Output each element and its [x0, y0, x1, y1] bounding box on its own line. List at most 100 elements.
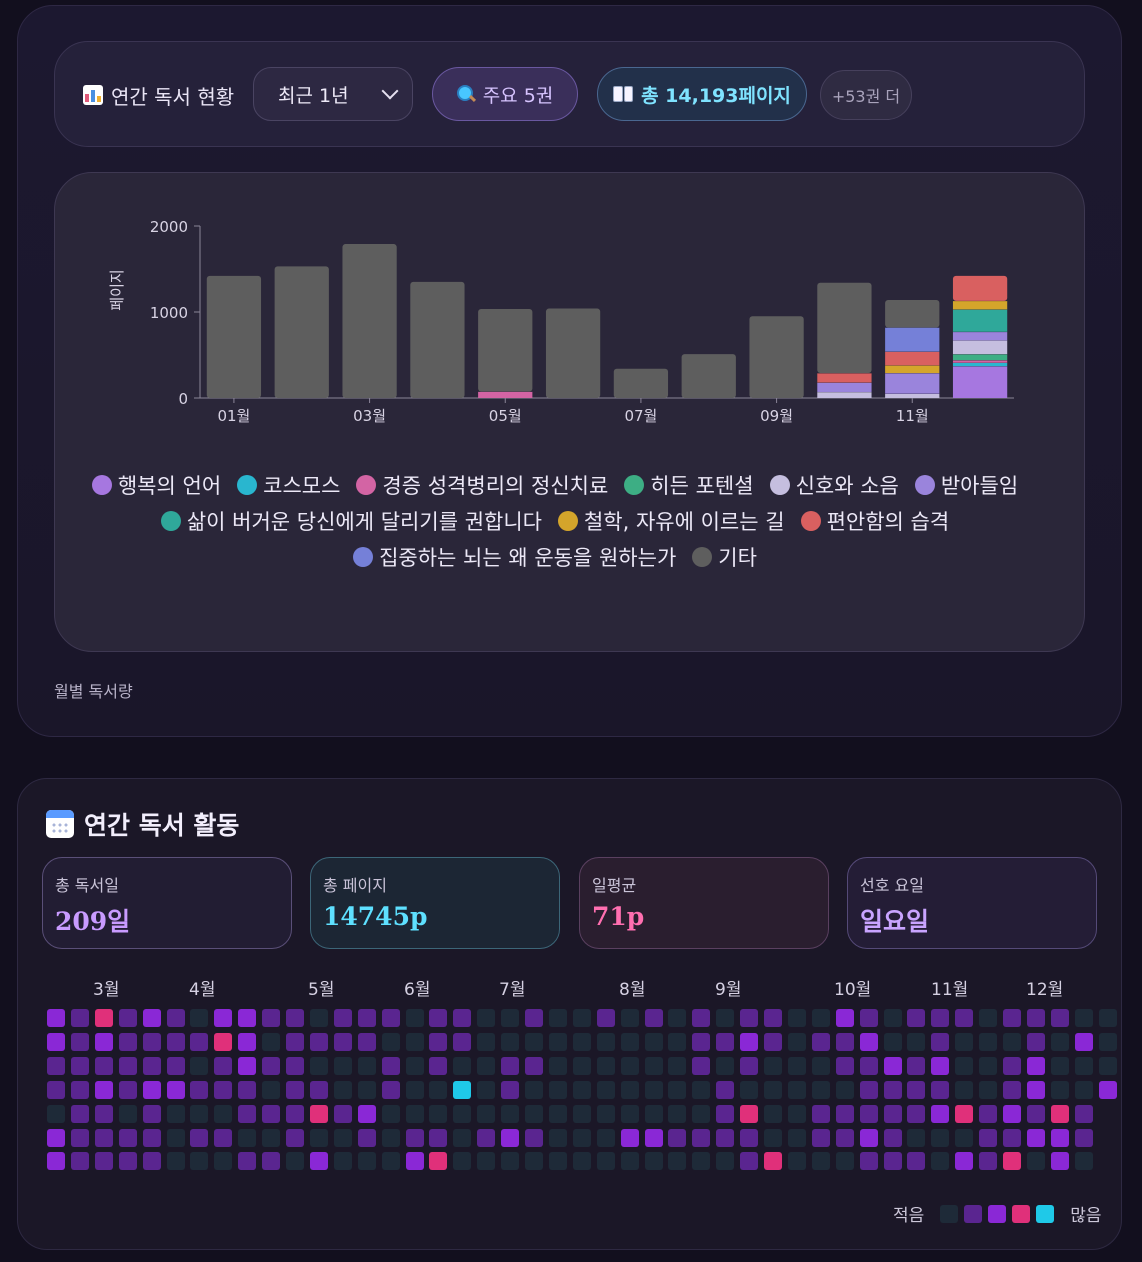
heatmap-cell[interactable]: [190, 1056, 209, 1075]
legend-item[interactable]: 받아들임: [914, 472, 1018, 498]
legend-item[interactable]: 집중하는 뇌는 왜 운동을 원하는가: [353, 544, 676, 570]
bar-segment[interactable]: [952, 309, 1008, 332]
heatmap-cell[interactable]: [1050, 1056, 1069, 1075]
legend-item[interactable]: 철학, 자유에 이르는 길: [557, 508, 785, 534]
heatmap-cell[interactable]: [1003, 1009, 1021, 1027]
heatmap-cell[interactable]: [907, 1032, 926, 1051]
heatmap-cell[interactable]: [286, 1128, 304, 1147]
heatmap-cell[interactable]: [1026, 1080, 1045, 1099]
heatmap-cell[interactable]: [1050, 1128, 1069, 1147]
bar-segment[interactable]: [478, 308, 533, 392]
heatmap-cell[interactable]: [477, 1104, 496, 1123]
heatmap-cell[interactable]: [1050, 1032, 1069, 1051]
heatmap-cell[interactable]: [214, 1080, 233, 1099]
heatmap-cell[interactable]: [907, 1128, 926, 1147]
heatmap-cell[interactable]: [94, 1152, 113, 1171]
heatmap-cell[interactable]: [811, 1032, 830, 1051]
heatmap-cell[interactable]: [740, 1128, 759, 1147]
heatmap-cell[interactable]: [931, 1128, 950, 1147]
heatmap-cell[interactable]: [548, 1056, 567, 1075]
heatmap-cell[interactable]: [883, 1080, 902, 1099]
heatmap-cell[interactable]: [501, 1104, 520, 1123]
heatmap-cell[interactable]: [596, 1128, 615, 1147]
heatmap-cell[interactable]: [644, 1032, 663, 1051]
heatmap-cell[interactable]: [262, 1032, 281, 1051]
heatmap-cell[interactable]: [835, 1009, 854, 1027]
heatmap-cell[interactable]: [1050, 1152, 1069, 1171]
heatmap-cell[interactable]: [70, 1128, 89, 1147]
heatmap-cell[interactable]: [668, 1056, 687, 1075]
heatmap-cell[interactable]: [453, 1009, 472, 1027]
heatmap-cell[interactable]: [118, 1009, 137, 1027]
heatmap-cell[interactable]: [166, 1152, 185, 1171]
heatmap-cell[interactable]: [1098, 1080, 1117, 1099]
heatmap-cell[interactable]: [764, 1128, 782, 1147]
heatmap-cell[interactable]: [309, 1009, 328, 1027]
heatmap-cell[interactable]: [835, 1104, 854, 1123]
heatmap-cell[interactable]: [1074, 1104, 1093, 1123]
heatmap-cell[interactable]: [70, 1152, 89, 1171]
heatmap-cell[interactable]: [692, 1032, 711, 1051]
heatmap-cell[interactable]: [501, 1009, 520, 1027]
heatmap-cell[interactable]: [859, 1128, 878, 1147]
bar-segment[interactable]: [817, 391, 872, 398]
heatmap-cell[interactable]: [94, 1032, 113, 1051]
bar-segment[interactable]: [952, 360, 1008, 363]
heatmap-cell[interactable]: [596, 1009, 615, 1027]
heatmap-cell[interactable]: [1098, 1009, 1117, 1027]
heatmap-cell[interactable]: [1026, 1152, 1045, 1171]
heatmap-cell[interactable]: [238, 1104, 257, 1123]
heatmap-cell[interactable]: [501, 1056, 520, 1075]
heatmap-cell[interactable]: [979, 1032, 998, 1051]
heatmap-cell[interactable]: [47, 1056, 65, 1075]
heatmap-cell[interactable]: [787, 1032, 806, 1051]
heatmap-cell[interactable]: [357, 1032, 376, 1051]
heatmap-cell[interactable]: [70, 1032, 89, 1051]
heatmap-cell[interactable]: [835, 1080, 854, 1099]
heatmap-cell[interactable]: [262, 1152, 281, 1171]
heatmap-cell[interactable]: [309, 1152, 328, 1171]
heatmap-cell[interactable]: [429, 1080, 448, 1099]
heatmap-cell[interactable]: [357, 1080, 376, 1099]
heatmap-cell[interactable]: [214, 1056, 233, 1075]
heatmap-cell[interactable]: [548, 1152, 567, 1171]
heatmap-cell[interactable]: [477, 1128, 496, 1147]
heatmap-cell[interactable]: [787, 1080, 806, 1099]
heatmap-cell[interactable]: [1098, 1032, 1117, 1051]
heatmap-cell[interactable]: [955, 1009, 974, 1027]
heatmap-cell[interactable]: [525, 1128, 543, 1147]
heatmap-cell[interactable]: [859, 1080, 878, 1099]
heatmap-cell[interactable]: [716, 1009, 735, 1027]
bar-segment[interactable]: [545, 308, 601, 398]
bar-segment[interactable]: [613, 368, 669, 398]
heatmap-cell[interactable]: [931, 1009, 950, 1027]
heatmap-cell[interactable]: [835, 1128, 854, 1147]
heatmap-cell[interactable]: [572, 1032, 591, 1051]
heatmap-cell[interactable]: [118, 1128, 137, 1147]
heatmap-cell[interactable]: [70, 1104, 89, 1123]
bar-segment[interactable]: [885, 299, 940, 328]
heatmap-cell[interactable]: [1074, 1152, 1093, 1171]
heatmap-cell[interactable]: [596, 1032, 615, 1051]
heatmap-cell[interactable]: [859, 1056, 878, 1075]
heatmap-cell[interactable]: [453, 1104, 472, 1123]
heatmap-cell[interactable]: [429, 1128, 448, 1147]
heatmap-cell[interactable]: [907, 1009, 926, 1027]
heatmap-cell[interactable]: [764, 1152, 782, 1171]
heatmap-cell[interactable]: [764, 1032, 782, 1051]
heatmap-cell[interactable]: [740, 1152, 759, 1171]
heatmap-cell[interactable]: [955, 1080, 974, 1099]
heatmap-cell[interactable]: [692, 1128, 711, 1147]
heatmap-cell[interactable]: [333, 1080, 352, 1099]
heatmap-cell[interactable]: [501, 1080, 520, 1099]
bar-segment[interactable]: [952, 362, 1008, 367]
heatmap-cell[interactable]: [357, 1152, 376, 1171]
legend-item[interactable]: 코스모스: [237, 472, 340, 498]
heatmap-cell[interactable]: [214, 1128, 233, 1147]
heatmap-cell[interactable]: [548, 1032, 567, 1051]
heatmap-cell[interactable]: [859, 1009, 878, 1027]
heatmap-cell[interactable]: [740, 1056, 759, 1075]
heatmap-cell[interactable]: [668, 1080, 687, 1099]
heatmap-cell[interactable]: [835, 1032, 854, 1051]
heatmap-cell[interactable]: [190, 1128, 209, 1147]
